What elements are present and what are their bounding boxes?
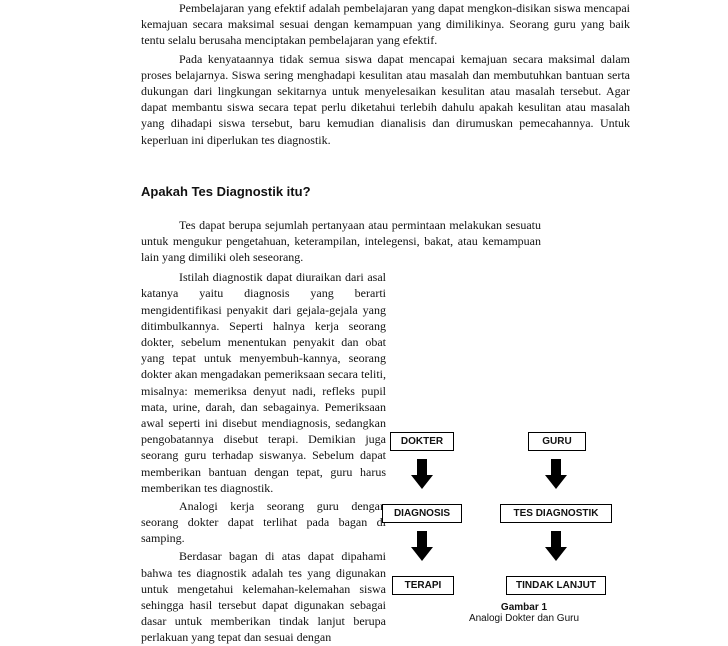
paragraph-3: Tes dapat berupa sejumlah pertanyaan ata… bbox=[141, 217, 541, 266]
paragraph-1: Pembelajaran yang efektif adalah pembela… bbox=[141, 0, 630, 49]
paragraph-6: Berdasar bagan di atas dapat dipahami ba… bbox=[141, 548, 386, 645]
paragraph-4: Istilah diagnostik dapat diuraikan dari … bbox=[141, 269, 386, 496]
node-terapi: TERAPI bbox=[392, 576, 454, 595]
arrow-2 bbox=[411, 531, 433, 561]
paragraph-4-text: Istilah diagnostik dapat diuraikan dari … bbox=[141, 270, 386, 494]
node-tes-diagnostik: TES DIAGNOSTIK bbox=[500, 504, 612, 523]
paragraph-2-text: Pada kenyataannya tidak semua siswa dapa… bbox=[141, 52, 630, 147]
diagram-caption: Gambar 1 Analogi Dokter dan Guru bbox=[434, 602, 614, 624]
node-guru: GURU bbox=[528, 432, 586, 451]
node-dokter: DOKTER bbox=[390, 432, 454, 451]
left-column: Tes dapat berupa sejumlah pertanyaan ata… bbox=[141, 217, 541, 646]
node-diagnosis: DIAGNOSIS bbox=[382, 504, 462, 523]
paragraph-6-text: Berdasar bagan di atas dapat dipahami ba… bbox=[141, 549, 386, 644]
caption-title: Gambar 1 bbox=[434, 602, 614, 613]
section-heading: Apakah Tes Diagnostik itu? bbox=[141, 184, 630, 199]
paragraph-1-text: Pembelajaran yang efektif adalah pembela… bbox=[141, 1, 630, 47]
paragraph-5: Analogi kerja seorang guru dengan seoran… bbox=[141, 498, 386, 547]
paragraph-2: Pada kenyataannya tidak semua siswa dapa… bbox=[141, 51, 630, 148]
arrow-0 bbox=[411, 459, 433, 489]
paragraph-3-text: Tes dapat berupa sejumlah pertanyaan ata… bbox=[141, 218, 541, 264]
paragraph-5-text: Analogi kerja seorang guru dengan seoran… bbox=[141, 499, 386, 545]
arrow-3 bbox=[545, 531, 567, 561]
caption-text: Analogi Dokter dan Guru bbox=[469, 613, 579, 624]
node-tindak-lanjut: TINDAK LANJUT bbox=[506, 576, 606, 595]
arrow-1 bbox=[545, 459, 567, 489]
